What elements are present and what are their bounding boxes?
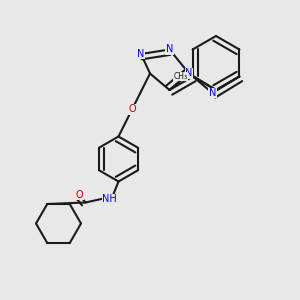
Text: O: O xyxy=(128,104,136,115)
Text: NH: NH xyxy=(102,194,117,205)
Text: N: N xyxy=(137,49,145,59)
Text: N: N xyxy=(166,44,173,55)
Text: O: O xyxy=(76,190,83,200)
Text: N: N xyxy=(185,68,193,79)
Text: N: N xyxy=(209,88,216,98)
Text: CH₃: CH₃ xyxy=(174,72,188,81)
